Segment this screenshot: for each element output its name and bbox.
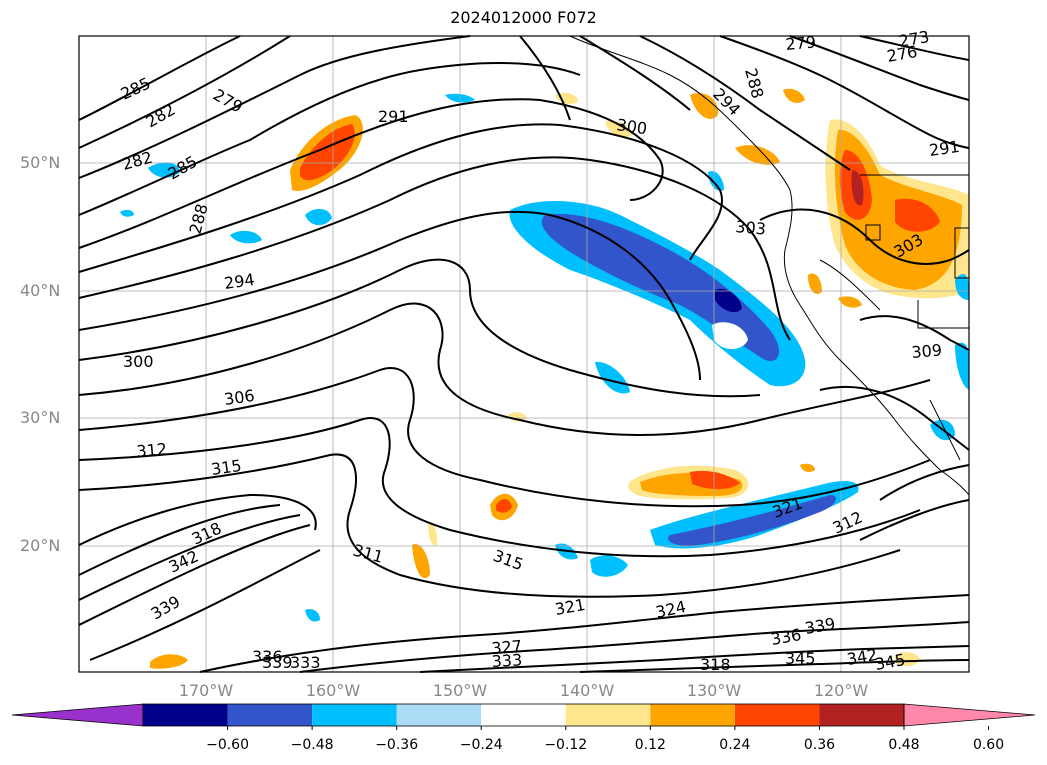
colorbar-segment [143, 704, 228, 726]
colorbar [11, 703, 1036, 730]
contour-label: 291 [928, 137, 961, 160]
contour-label: 309 [911, 340, 943, 362]
colorbar-segment [565, 704, 651, 726]
colorbar-tick-label: −0.48 [290, 737, 334, 753]
contour-label: 279 [785, 32, 817, 54]
contour-label: 336 [252, 647, 283, 666]
lon-label-160w: 160°W [305, 681, 361, 700]
colorbar-segment [650, 704, 735, 726]
lon-label-150w: 150°W [432, 681, 488, 700]
colorbar-extend-low [11, 703, 144, 727]
lon-label-140w: 140°W [559, 681, 615, 700]
lat-label-50n: 50°N [20, 153, 61, 172]
contour-label: 339 [262, 653, 293, 672]
contour-label: 291 [378, 107, 409, 126]
lon-label-170w: 170°W [178, 681, 234, 700]
colorbar-segment [481, 704, 566, 726]
colorbar-segment [734, 704, 820, 726]
colorbar-tick-label: 0.24 [719, 737, 751, 753]
colorbar-tick-label: −0.60 [206, 737, 249, 753]
colorbar-segment [312, 704, 397, 726]
lon-label-120w: 120°W [813, 681, 869, 700]
lon-label-130w: 130°W [686, 681, 742, 700]
colorbar-segment [819, 704, 904, 726]
height-contours [78, 35, 970, 673]
contour-label: 333 [491, 650, 522, 671]
colorbar-tick-label: −0.24 [459, 737, 503, 753]
contour-label: 303 [735, 217, 767, 239]
coastline [569, 35, 970, 496]
colorbar-extend-high [903, 703, 1036, 727]
colorbar-tick-label: −0.12 [544, 737, 588, 753]
lat-label-30n: 30°N [20, 408, 61, 427]
contour-label: 300 [615, 115, 648, 138]
chart-title: 2024012000 F072 [450, 8, 597, 27]
colorbar-tick-label: 0.60 [972, 737, 1005, 753]
contour-label: 345 [785, 649, 816, 668]
colorbar-segment [396, 704, 482, 726]
colorbar-tick-label: −0.36 [375, 737, 419, 753]
contour-label: 315 [210, 456, 243, 479]
lat-label-40n: 40°N [20, 281, 61, 300]
colorbar-tick-label: 0.12 [634, 737, 666, 753]
colorbar-frame [142, 703, 905, 727]
lat-label-20n: 20°N [20, 536, 61, 555]
contour-label: 333 [290, 653, 321, 672]
contour-label: 300 [123, 352, 154, 371]
graticule [79, 36, 969, 672]
contour-label: 294 [223, 270, 256, 293]
colorbar-tick-label: 0.48 [888, 737, 920, 753]
contour-label: 327 [491, 636, 523, 658]
contour-label: 318 [700, 655, 731, 674]
contour-label: 312 [136, 439, 168, 461]
map-frame [78, 35, 970, 673]
colorbar-tick-label: 0.36 [803, 737, 836, 753]
contour-label: 306 [223, 386, 256, 409]
colorbar-segment [227, 704, 313, 726]
